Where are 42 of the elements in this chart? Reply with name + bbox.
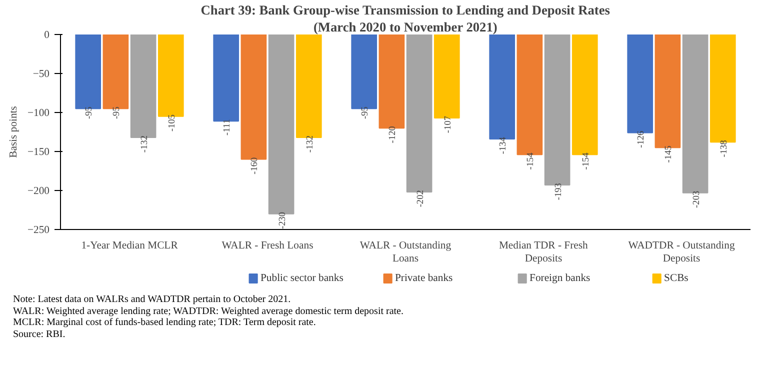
data-label: -105 xyxy=(167,114,178,132)
data-label: -160 xyxy=(250,156,260,174)
y-tick-label: −50 xyxy=(32,69,50,80)
data-label: -132 xyxy=(305,135,316,153)
x-tick-label: 1-Year Median MCLR xyxy=(81,240,179,252)
y-tick-label: −100 xyxy=(28,108,50,119)
data-label: -145 xyxy=(664,145,674,163)
legend-label: Private banks xyxy=(394,273,453,284)
data-label: -134 xyxy=(498,136,509,154)
legend-label: Foreign banks xyxy=(530,273,590,284)
text: MCLR: Marginal cost of funds-based lending rate; TDR: Term deposit rate. xyxy=(13,317,316,328)
x-tick-label: Median TDR - Fresh Deposits xyxy=(498,240,589,265)
y-tick-label: −150 xyxy=(28,147,50,158)
data-label: -203 xyxy=(692,190,702,208)
legend-label: SCBs xyxy=(664,273,688,284)
x-tick-label: WALR - Outstanding Loans xyxy=(360,240,452,265)
y-tick-label: −200 xyxy=(28,186,50,197)
data-label: -138 xyxy=(719,140,730,158)
data-label: -111 xyxy=(222,118,233,136)
data-label: -230 xyxy=(278,212,288,229)
data-label: -95 xyxy=(112,106,122,120)
data-label: -95 xyxy=(360,106,371,120)
x-tick-label: WADTDR - Outstanding Deposits xyxy=(628,240,736,265)
chart-title: Chart 39: Bank Group-wise Transmission to Lending and Deposit Rates xyxy=(200,2,610,18)
text: Note: Latest data on WALRs and WADTDR pertain to October 2021. xyxy=(13,294,291,305)
legend-label: Public sector banks xyxy=(260,273,344,284)
chart-subtitle: (March 2020 to November 2021) xyxy=(313,20,498,34)
data-label: -95 xyxy=(84,106,95,120)
data-label: -120 xyxy=(388,126,398,144)
data-label: -193 xyxy=(554,182,564,200)
data-label: -154 xyxy=(526,152,536,170)
y-tick-label: −250 xyxy=(28,225,50,236)
data-label: -202 xyxy=(416,190,426,208)
text: WALR: Weighted average lending rate; WADTDR: Weighted average domestic term deposit rate. xyxy=(13,306,404,316)
y-tick-label: 0 xyxy=(44,30,50,41)
y-axis-title: Basis points xyxy=(8,106,20,158)
x-tick-label: WALR - Fresh Loans xyxy=(222,240,314,252)
source-note: Source: RBI. xyxy=(13,328,66,340)
data-label: -132 xyxy=(140,135,150,153)
data-label: -126 xyxy=(636,130,647,148)
data-label: -107 xyxy=(443,116,454,134)
data-label: -154 xyxy=(581,152,592,170)
